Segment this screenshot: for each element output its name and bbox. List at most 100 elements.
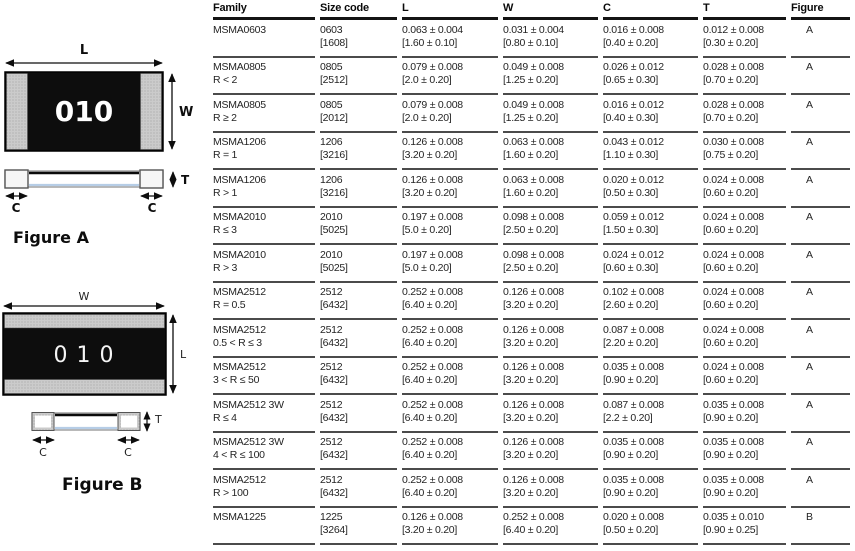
cell-line: [2.2 ± 0.20] <box>603 411 653 424</box>
cell-t: 0.024 ± 0.008 [0.60 ± 0.20] <box>703 283 786 320</box>
cell-size-code: 0805 [2512] <box>320 58 397 95</box>
cell-line: 2512 <box>320 323 343 336</box>
table-row: MSMA2512 R = 0.5 2512 [6432] 0.252 ± 0.008 [6… <box>213 283 850 320</box>
table-body: MSMA0603 0603 [1608] 0.063 ± 0.004 [1.60 ± 0… <box>213 20 850 545</box>
figure-ref: A <box>806 398 813 411</box>
cell-line: 0.126 ± 0.008 <box>503 286 564 298</box>
figure-a-chip-side-view <box>4 169 164 189</box>
cell-l: 0.252 ± 0.008 [6.40 ± 0.20] <box>402 283 498 320</box>
cell-size-code: 2010 [5025] <box>320 208 397 245</box>
cell-line: MSMA2010 <box>213 248 266 261</box>
column-header-w: W <box>503 0 598 20</box>
cell-figure: A <box>791 283 850 320</box>
cell-line: [1.50 ± 0.30] <box>603 224 659 237</box>
cell-line: [0.40 ± 0.30] <box>603 111 659 124</box>
cell-line: 2512 <box>320 436 343 448</box>
cell-t: 0.035 ± 0.010 [0.90 ± 0.25] <box>703 508 786 545</box>
cell-line: [3.20 ± 0.20] <box>503 449 559 462</box>
cell-family: MSMA2512 3W R ≤ 4 <box>213 395 315 433</box>
cell-t: 0.035 ± 0.008 [0.90 ± 0.20] <box>703 395 786 433</box>
figure-ref: A <box>806 211 813 223</box>
cell-line: 0.126 ± 0.008 <box>503 436 564 448</box>
figure-b-bottom-terminal <box>4 379 165 394</box>
cell-line: [1.60 ± 0.20] <box>503 186 559 199</box>
cell-line: [3.20 ± 0.20] <box>503 374 559 387</box>
cell-line <box>213 524 315 537</box>
cell-t: 0.024 ± 0.008 [0.60 ± 0.20] <box>703 245 786 283</box>
cell-line: [3216] <box>320 186 348 199</box>
cell-figure: A <box>791 58 850 95</box>
cell-line: [0.65 ± 0.30] <box>603 74 659 87</box>
cell-line: 0.252 ± 0.008 <box>503 511 564 523</box>
table-row: MSMA1206 R > 1 1206 [3216] 0.126 ± 0.008 [3.2… <box>213 170 850 208</box>
cell-w: 0.126 ± 0.008 [3.20 ± 0.20] <box>503 433 598 470</box>
cell-line: 4 < R ≤ 100 <box>213 449 265 462</box>
cell-line: [0.60 ± 0.20] <box>703 186 759 199</box>
cell-figure: A <box>791 208 850 245</box>
cell-size-code: 1206 [3216] <box>320 133 397 170</box>
cell-c: 0.102 ± 0.008 [2.60 ± 0.20] <box>603 283 698 320</box>
cell-line: [3.20 ± 0.20] <box>503 336 559 349</box>
cell-line: 0805 <box>320 98 343 111</box>
cell-l: 0.252 ± 0.008 [6.40 ± 0.20] <box>402 320 498 358</box>
cell-size-code: 2512 [6432] <box>320 470 397 508</box>
cell-family: MSMA2512 R = 0.5 <box>213 283 315 320</box>
cell-line: R > 1 <box>213 186 238 199</box>
cell-line: [3264] <box>320 524 348 537</box>
cell-l: 0.252 ± 0.008 [6.40 ± 0.20] <box>402 395 498 433</box>
cell-c: 0.035 ± 0.008 [0.90 ± 0.20] <box>603 358 698 395</box>
cell-line: 0.024 ± 0.008 <box>703 248 764 261</box>
cell-line: 0.035 ± 0.008 <box>703 436 764 448</box>
figure-a-left-terminal <box>6 73 28 150</box>
cell-w: 0.126 ± 0.008 [3.20 ± 0.20] <box>503 470 598 508</box>
cell-line: [0.90 ± 0.25] <box>703 524 759 537</box>
figure-a-width-label: W <box>179 105 193 120</box>
cell-line: [2.50 ± 0.20] <box>503 224 559 237</box>
cell-w: 0.126 ± 0.008 [3.20 ± 0.20] <box>503 283 598 320</box>
cell-line: [6432] <box>320 486 348 499</box>
figure-a-right-end-cap <box>139 169 164 189</box>
cell-line: 0.126 ± 0.008 <box>503 323 564 336</box>
figure-a-thickness-label: T <box>181 173 190 187</box>
cell-line: [5025] <box>320 261 348 274</box>
table-row: MSMA0805 R < 2 0805 [2512] 0.079 ± 0.008 [2.0… <box>213 58 850 95</box>
cell-c: 0.024 ± 0.012 [0.60 ± 0.30] <box>603 245 698 283</box>
cell-line: [0.90 ± 0.20] <box>703 486 759 499</box>
figure-b-chip-marking: 0 1 0 <box>54 343 115 368</box>
cell-figure: A <box>791 395 850 433</box>
figure-ref: A <box>806 136 813 148</box>
figure-a-left-end-cap <box>4 169 29 189</box>
cell-t: 0.024 ± 0.008 [0.60 ± 0.20] <box>703 208 786 245</box>
cell-size-code: 2010 [5025] <box>320 245 397 283</box>
cell-line: [3.20 ± 0.20] <box>503 411 559 424</box>
cell-c: 0.020 ± 0.008 [0.50 ± 0.20] <box>603 508 698 545</box>
cell-line: 0.024 ± 0.008 <box>703 323 764 336</box>
cell-family: MSMA2010 R > 3 <box>213 245 315 283</box>
cell-line: MSMA2512 <box>213 361 266 373</box>
cell-w: 0.252 ± 0.008 [6.40 ± 0.20] <box>503 508 598 545</box>
cell-line: [6.40 ± 0.20] <box>503 524 559 537</box>
cell-figure: A <box>791 245 850 283</box>
cell-line: [6432] <box>320 411 348 424</box>
cell-size-code: 0805 [2012] <box>320 95 397 133</box>
cell-line: 0.035 ± 0.008 <box>603 473 664 486</box>
cell-line: [0.50 ± 0.20] <box>603 524 659 537</box>
cell-line: MSMA2512 <box>213 286 266 298</box>
cell-w: 0.126 ± 0.008 [3.20 ± 0.20] <box>503 358 598 395</box>
cell-line: [6432] <box>320 449 348 462</box>
table-row: MSMA2512 3W R ≤ 4 2512 [6432] 0.252 ± 0.008[… <box>213 395 850 433</box>
cell-l: 0.252 ± 0.008 [6.40 ± 0.20] <box>402 358 498 395</box>
cell-line: MSMA1225 <box>213 511 266 523</box>
cell-figure: A <box>791 95 850 133</box>
table-header-row: Family Size code L W C T Figure <box>213 0 850 20</box>
cell-family: MSMA1206 R > 1 <box>213 170 315 208</box>
figure-b-width-label: W <box>79 290 90 303</box>
cell-l: 0.252 ± 0.008 [6.40 ± 0.20] <box>402 433 498 470</box>
cell-line: [0.60 ± 0.20] <box>703 374 759 387</box>
cell-l: 0.079 ± 0.008 [2.0 ± 0.20] <box>402 58 498 95</box>
cell-size-code: 0603 [1608] <box>320 20 397 58</box>
cell-line: [2012] <box>320 111 348 124</box>
figure-ref: A <box>806 473 813 486</box>
cell-line: 0.098 ± 0.008 <box>503 211 564 223</box>
cell-c: 0.087 ± 0.008 [2.20 ± 0.20] <box>603 320 698 358</box>
